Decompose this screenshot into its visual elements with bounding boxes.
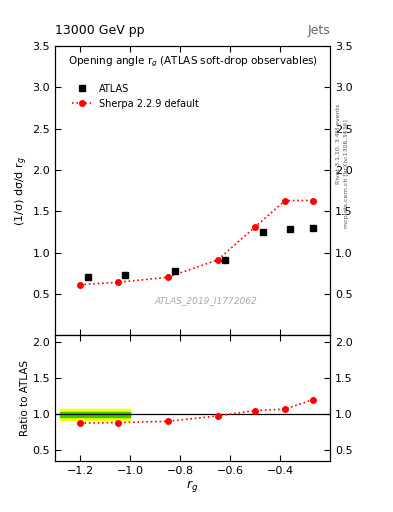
Y-axis label: Ratio to ATLAS: Ratio to ATLAS	[20, 360, 29, 436]
Y-axis label: (1/σ) dσ/d r$_g$: (1/σ) dσ/d r$_g$	[13, 156, 29, 225]
Text: Jets: Jets	[307, 25, 330, 37]
Text: Opening angle r$_g$ (ATLAS soft-drop observables): Opening angle r$_g$ (ATLAS soft-drop obs…	[68, 55, 318, 69]
Text: ATLAS_2019_I1772062: ATLAS_2019_I1772062	[155, 296, 258, 305]
Text: Rivet 3.1.10, 3.4M events: Rivet 3.1.10, 3.4M events	[336, 103, 341, 183]
Text: 13000 GeV pp: 13000 GeV pp	[55, 25, 145, 37]
Legend: ATLAS, Sherpa 2.2.9 default: ATLAS, Sherpa 2.2.9 default	[68, 80, 203, 113]
Text: mcplots.cern.ch [arXiv:1306.3436]: mcplots.cern.ch [arXiv:1306.3436]	[344, 120, 349, 228]
X-axis label: $r_g$: $r_g$	[186, 478, 199, 495]
